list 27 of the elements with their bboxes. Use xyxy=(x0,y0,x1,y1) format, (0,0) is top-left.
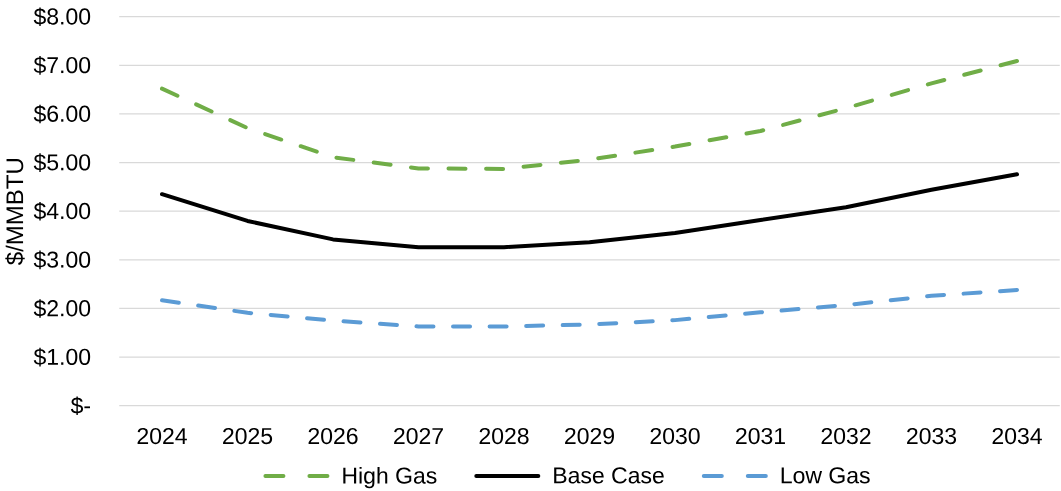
y-tick-label: $3.00 xyxy=(33,250,91,270)
y-tick-label: $6.00 xyxy=(33,104,91,124)
x-tick-label: 2030 xyxy=(650,427,700,445)
x-tick-label: 2033 xyxy=(907,427,957,445)
line-series xyxy=(160,287,1019,329)
line-series xyxy=(160,58,1019,171)
y-tick-label: $1.00 xyxy=(33,347,91,367)
y-tick-label: $8.00 xyxy=(33,7,91,27)
legend-label: High Gas xyxy=(343,466,437,489)
y-tick-label: $2.00 xyxy=(33,299,91,318)
line-series xyxy=(160,172,1019,250)
x-tick-label: 2034 xyxy=(992,427,1042,445)
x-tick-label: 2027 xyxy=(394,427,443,445)
x-tick-label: 2025 xyxy=(223,427,273,445)
y-tick-label: $7.00 xyxy=(33,56,91,75)
x-tick-label: 2031 xyxy=(736,427,785,445)
x-tick-label: 2028 xyxy=(479,427,529,445)
y-tick-label: $4.00 xyxy=(33,201,91,221)
x-tick-label: 2026 xyxy=(308,427,358,445)
y-tick-label: $5.00 xyxy=(33,153,91,172)
y-tick-label: $- xyxy=(70,396,91,416)
x-tick-label: 2032 xyxy=(821,427,871,445)
legend-label: Base Case xyxy=(554,467,664,484)
y-axis-title: $/MMBTU xyxy=(5,159,25,265)
legend-label: Low Gas xyxy=(781,467,870,484)
x-tick-label: 2029 xyxy=(565,427,614,445)
x-tick-label: 2024 xyxy=(137,427,187,445)
